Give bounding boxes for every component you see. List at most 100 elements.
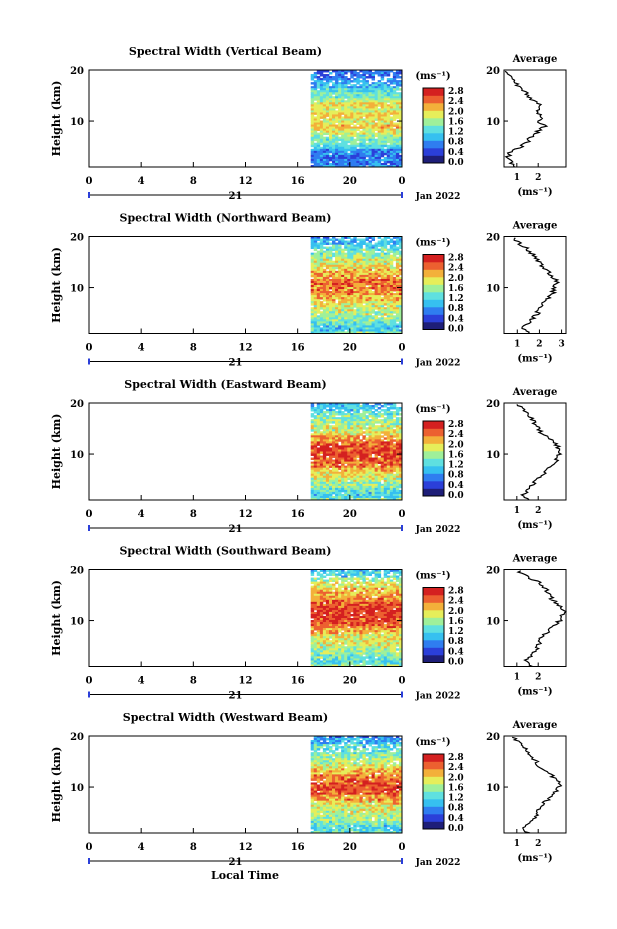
heatmap-cell: [368, 94, 372, 97]
heatmap-cell: [395, 160, 400, 164]
heatmap-cell: [365, 80, 369, 83]
heatmap-cell: [356, 417, 360, 420]
heatmap-cell: [395, 569, 400, 572]
heatmap-cell: [365, 447, 369, 450]
heatmap-cell: [356, 242, 360, 245]
heatmap-cell: [365, 569, 369, 572]
heatmap-cell: [392, 493, 397, 497]
heatmap-cell: [344, 607, 348, 611]
heatmap-cell: [332, 92, 336, 95]
heatmap-cell: [398, 453, 403, 456]
heatmap-cell: [362, 282, 366, 286]
heatmap-cell: [335, 483, 339, 487]
heatmap-cell: [316, 90, 321, 93]
heatmap-cell: [350, 72, 354, 75]
heatmap-cell: [319, 599, 324, 603]
heatmap-cell: [319, 70, 324, 73]
heatmap-cell: [341, 581, 345, 585]
heatmap-cell: [377, 242, 382, 245]
heatmap-cell: [332, 274, 336, 278]
heatmap-cell: [322, 236, 327, 239]
heatmap-cell: [356, 78, 360, 81]
heatmap-cell: [380, 475, 385, 479]
heatmap-cell: [319, 256, 324, 260]
heatmap-cell: [392, 94, 397, 97]
x-tick-label: 0: [86, 343, 93, 354]
heatmap-cell: [335, 413, 339, 416]
heatmap-cell: [371, 329, 376, 332]
heatmap-cell: [368, 467, 372, 471]
heatmap-cell: [380, 431, 385, 434]
heatmap-cell: [356, 453, 360, 456]
heatmap-cell: [377, 569, 382, 572]
heatmap-cell: [316, 403, 321, 406]
heatmap-cell: [386, 593, 391, 597]
heatmap-cell: [383, 94, 388, 97]
heatmap-cell: [380, 250, 385, 254]
heatmap-cell: [328, 106, 333, 109]
heatmap-cell: [325, 583, 330, 587]
heatmap-cell: [395, 134, 400, 138]
heatmap-cell: [386, 74, 391, 77]
heatmap-cell: [359, 248, 363, 252]
heatmap-cell: [347, 256, 351, 260]
heatmap-cell: [344, 415, 348, 418]
heatmap-cell: [316, 447, 321, 450]
heatmap-cell: [344, 413, 348, 416]
heatmap-cell: [386, 585, 391, 589]
heatmap-cell: [371, 270, 376, 274]
heatmap-cell: [371, 128, 376, 132]
heatmap-cell: [371, 154, 376, 158]
heatmap-cell: [365, 622, 369, 625]
colorbar-tick-label: 0.8: [448, 471, 464, 481]
x-tick-label: 8: [190, 509, 197, 520]
heatmap-cell: [353, 100, 357, 103]
heatmap-cell: [325, 427, 330, 430]
heatmap-cell: [347, 455, 351, 458]
heatmap-cell: [310, 433, 315, 436]
heatmap-cell: [344, 451, 348, 454]
heatmap-cell: [359, 140, 363, 144]
heatmap-cell: [356, 467, 360, 471]
heatmap-cell: [338, 118, 342, 121]
heatmap-cell: [374, 293, 379, 296]
heatmap-cell: [380, 305, 385, 308]
heatmap-cell: [389, 136, 394, 140]
heatmap-cell: [335, 148, 339, 152]
heatmap-cell: [374, 605, 379, 609]
heatmap-cell: [362, 291, 366, 294]
heatmap-cell: [365, 611, 369, 615]
heatmap-cell: [310, 315, 315, 318]
heatmap-cell: [359, 266, 363, 270]
heatmap-cell: [383, 613, 388, 617]
heatmap-cell: [356, 295, 360, 298]
heatmap-cell: [332, 282, 336, 286]
heatmap-cell: [356, 252, 360, 256]
y-tick-label: 10: [70, 450, 84, 461]
heatmap-cell: [328, 80, 333, 83]
heatmap-cell: [386, 311, 391, 314]
heatmap-cell: [350, 413, 354, 416]
heatmap-cell: [316, 160, 321, 164]
heatmap-cell: [316, 264, 321, 268]
heatmap-cell: [344, 425, 348, 428]
heatmap-cell: [368, 445, 372, 448]
heatmap-cell: [389, 603, 394, 607]
heatmap-cell: [319, 289, 324, 292]
heatmap-cell: [344, 88, 348, 91]
heatmap-cell: [313, 144, 318, 148]
heatmap-cell: [374, 329, 379, 332]
heatmap-cell: [371, 272, 376, 276]
heatmap-cell: [368, 126, 372, 129]
heatmap-cell: [368, 325, 372, 328]
heatmap-cell: [395, 92, 400, 95]
heatmap-cell: [341, 305, 345, 308]
heatmap-cell: [386, 70, 391, 73]
heatmap-cell: [365, 90, 369, 93]
heatmap-cell: [380, 106, 385, 109]
heatmap-cell: [313, 132, 318, 136]
heatmap-cell: [332, 461, 336, 465]
heatmap-cell: [332, 120, 336, 123]
heatmap-cell: [313, 453, 318, 456]
heatmap-cell: [362, 421, 366, 424]
